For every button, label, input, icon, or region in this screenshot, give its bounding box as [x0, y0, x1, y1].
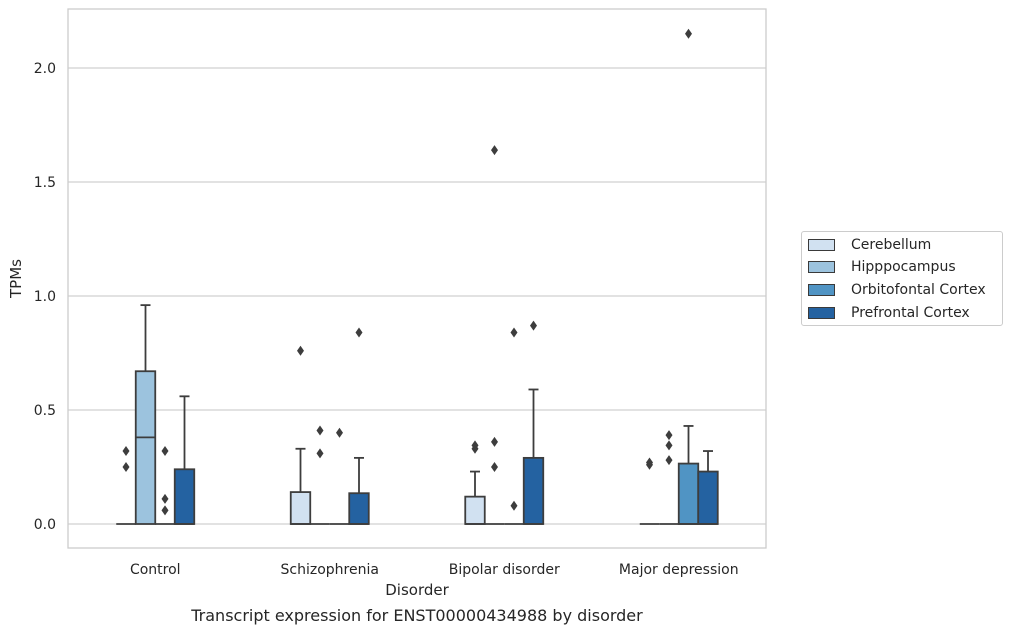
- x-tick-label: Bipolar disorder: [449, 562, 560, 578]
- legend-item-orbitofrontal-cortex: Orbitofontal Cortex: [808, 280, 986, 300]
- outlier-cerebellum-control: [122, 462, 130, 472]
- y-tick-label: 1.5: [34, 175, 56, 191]
- outlier-orbitofontal-cortex-control: [161, 505, 169, 516]
- x-tick-label: Control: [130, 562, 181, 578]
- y-tick-label: 2.0: [34, 61, 56, 77]
- legend-swatch-hippocampus: [808, 261, 835, 273]
- x-tick-label: Major depression: [619, 562, 739, 578]
- legend-item-prefrontal-cortex: Prefrontal Cortex: [808, 303, 970, 323]
- box-cerebellum-schizophrenia: [289, 491, 312, 525]
- x-tick-label: Schizophrenia: [281, 562, 379, 578]
- legend-swatch-cerebellum: [808, 239, 835, 251]
- box-prefrontal-cortex-control: [173, 468, 196, 525]
- outlier-cerebellum-control: [122, 446, 130, 457]
- outlier-prefrontal-cortex-bipolar-disorder: [530, 320, 537, 331]
- figure-caption: Transcript expression for ENST0000043498…: [191, 606, 643, 625]
- outlier-orbitofontal-cortex-control: [161, 493, 169, 504]
- outlier-orbitofontal-cortex-schizophrenia: [336, 427, 343, 438]
- x-axis-label: Disorder: [385, 581, 449, 599]
- outlier-prefrontal-cortex-schizophrenia: [355, 327, 363, 338]
- legend-item-cerebellum: Cerebellum: [808, 235, 931, 255]
- outlier-hipppocampus-major-depression: [665, 455, 673, 466]
- outlier-hipppocampus-bipolar-disorder: [491, 436, 498, 447]
- outlier-hipppocampus-bipolar-disorder: [491, 462, 498, 472]
- outlier-cerebellum-bipolar-disorder: [471, 440, 479, 451]
- box-prefrontal-cortex-bipolar-disorder: [522, 456, 545, 525]
- legend-item-hippocampus: Hipppocampus: [808, 257, 956, 277]
- outlier-hipppocampus-major-depression: [665, 430, 673, 441]
- box-cerebellum-bipolar-disorder: [464, 495, 486, 525]
- outlier-hipppocampus-schizophrenia: [316, 425, 324, 436]
- outlier-cerebellum-major-depression: [646, 457, 653, 468]
- box-hipppocampus-control: [134, 370, 157, 525]
- legend-label-hippocampus: Hipppocampus: [851, 259, 956, 275]
- box-orbitofontal-cortex-major-depression: [677, 462, 700, 525]
- legend-label-orbitofrontal-cortex: Orbitofontal Cortex: [851, 282, 986, 298]
- outlier-cerebellum-schizophrenia: [297, 345, 304, 356]
- legend-swatch-prefrontal-cortex: [808, 307, 835, 319]
- y-tick-label: 1.0: [34, 289, 56, 305]
- legend-label-prefrontal-cortex: Prefrontal Cortex: [851, 305, 970, 321]
- outlier-orbitofontal-cortex-bipolar-disorder: [510, 500, 518, 511]
- y-tick-label: 0.5: [34, 403, 56, 419]
- outlier-hipppocampus-major-depression: [665, 440, 673, 451]
- legend-label-cerebellum: Cerebellum: [851, 237, 932, 253]
- plot-frame: [67, 8, 767, 549]
- outlier-hipppocampus-bipolar-disorder: [491, 145, 498, 156]
- y-axis-label: TPMs: [7, 259, 25, 299]
- legend: Cerebellum Hipppocampus Orbitofontal Cor…: [801, 231, 1003, 326]
- legend-swatch-orbitofrontal-cortex: [808, 284, 835, 296]
- outlier-orbitofontal-cortex-bipolar-disorder: [510, 327, 518, 338]
- outlier-orbitofontal-cortex-major-depression: [685, 28, 692, 39]
- box-prefrontal-cortex-schizophrenia: [348, 492, 370, 525]
- outlier-orbitofontal-cortex-control: [161, 446, 169, 457]
- outlier-hipppocampus-schizophrenia: [316, 448, 324, 459]
- box-prefrontal-cortex-major-depression: [697, 470, 719, 525]
- y-tick-label: 0.0: [34, 517, 56, 533]
